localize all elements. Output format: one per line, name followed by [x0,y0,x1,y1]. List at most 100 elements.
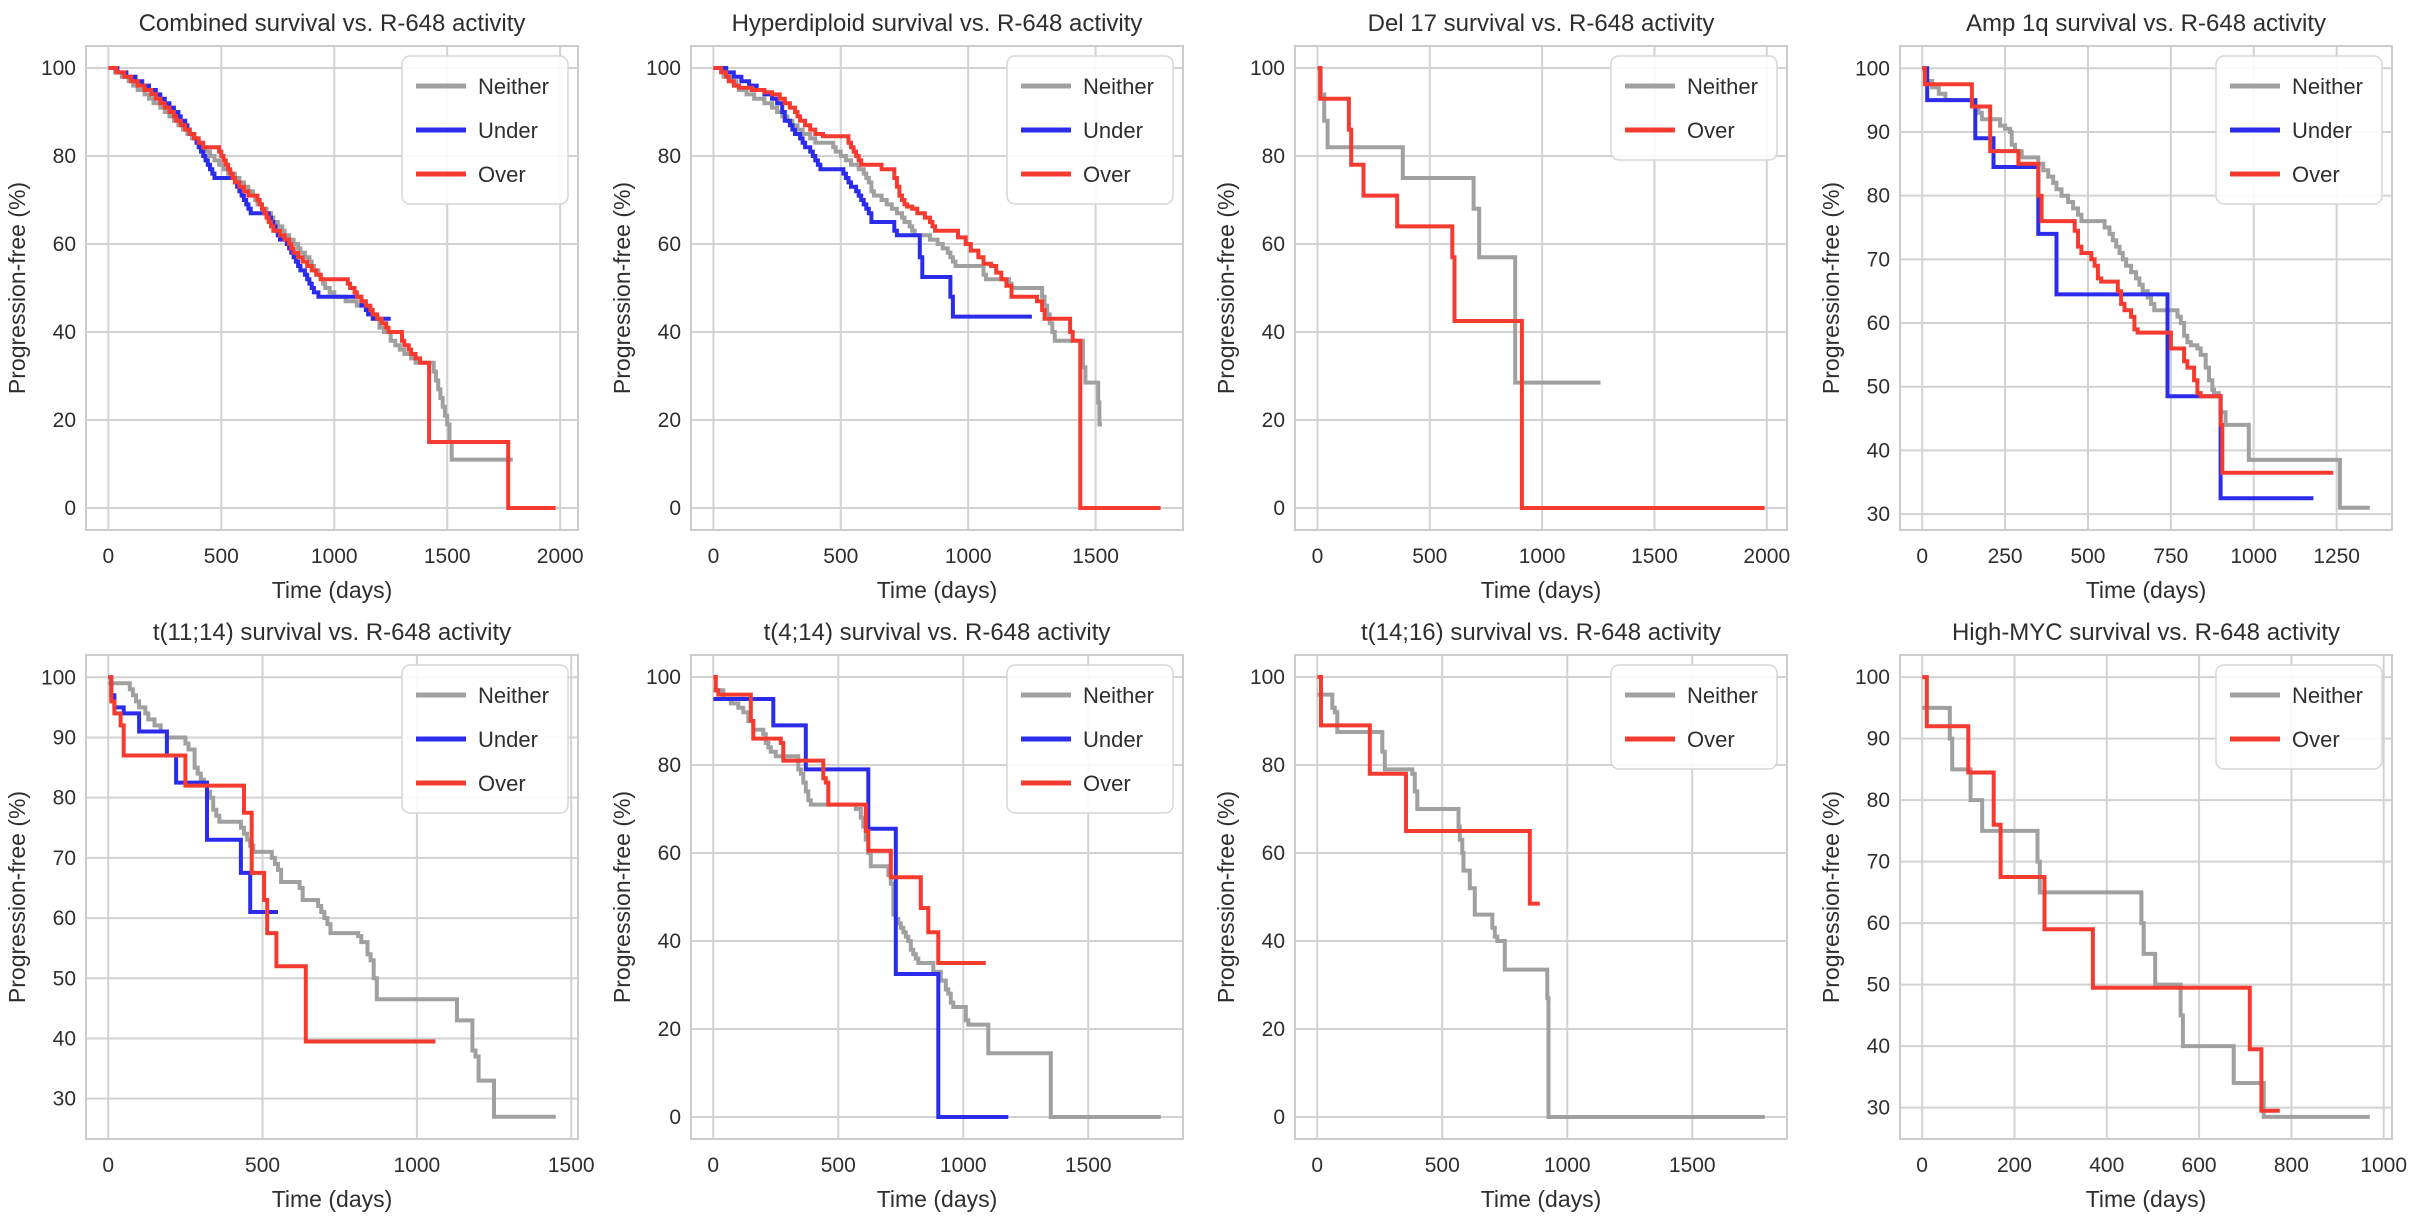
legend-label-over: Over [2292,727,2340,752]
y-tick-label: 100 [645,57,680,80]
chart-t11-14: 0 500 1000 1500 30 40 50 60 70 80 90 100 Neither Unde… [0,609,605,1218]
series-neither [1921,66,2370,510]
y-tick-label: 50 [53,967,76,990]
x-tick-label: 750 [2153,545,2188,568]
y-tick-label: 60 [53,907,76,930]
x-tick-label: 400 [2089,1154,2124,1177]
y-tick-label: 80 [1866,185,1889,208]
series-over [1921,675,2280,1113]
y-axis-label: Progression-free (%) [1818,791,1844,1003]
survival-chart-svg: 0 500 1000 1500 30 40 50 60 70 80 90 100 Neither Unde… [4,619,595,1212]
survival-chart-svg: 0 500 1000 1500 2000 0 20 40 60 80 100 Neither Over D… [1213,10,1790,603]
y-axis-label: Progression-free (%) [609,182,635,394]
x-tick-label: 500 [823,545,858,568]
y-tick-label: 40 [1262,930,1285,953]
series-over [1921,66,2333,475]
chart-del17: 0 500 1000 1500 2000 0 20 40 60 80 100 Neither Over D… [1209,0,1814,609]
y-tick-label: 90 [1866,728,1889,751]
x-tick-label: 1000 [394,1154,441,1177]
y-tick-label: 60 [657,842,680,865]
axes-spines [1898,654,2393,1140]
x-tick-label: 1000 [2230,545,2277,568]
y-tick-label: 60 [1866,912,1889,935]
y-tick-label: 0 [1273,497,1285,520]
y-tick-label: 0 [669,497,681,520]
x-axis-label: Time (days) [272,1186,393,1212]
y-tick-label: 70 [1866,851,1889,874]
series-neither [1317,66,1601,385]
y-tick-label: 0 [64,497,76,520]
axes-spines [85,45,579,531]
x-axis-label: Time (days) [1481,1186,1602,1212]
x-tick-label: 0 [102,1154,114,1177]
y-tick-label: 0 [1273,1106,1285,1129]
y-tick-label: 70 [53,847,76,870]
x-tick-label: 500 [1425,1154,1460,1177]
x-tick-label: 1000 [939,1154,986,1177]
x-tick-label: 2000 [537,545,584,568]
y-tick-label: 100 [1854,57,1889,80]
y-tick-label: 80 [53,787,76,810]
y-tick-label: 90 [1866,121,1889,144]
legend-box [1005,55,1174,205]
series-over [1317,66,1765,510]
x-tick-label: 1250 [2313,545,2360,568]
y-tick-label: 100 [645,666,680,689]
legend-label-neither: Neither [1687,74,1758,99]
x-tick-label: 1000 [944,545,991,568]
series-over [1317,675,1540,906]
y-axis-label: Progression-free (%) [1213,182,1239,394]
series-over [712,66,1161,510]
axes-spines [1294,654,1788,1140]
x-tick-label: 0 [1916,545,1928,568]
legend-label-under: Under [478,118,538,143]
survival-chart-svg: 0 250 500 750 1000 1250 30 40 50 60 70 80 90 100 Neith… [1818,10,2393,603]
y-tick-label: 100 [41,57,76,80]
legend: Neither Under Over [401,55,569,205]
x-axis-label: Time (days) [2085,1186,2206,1212]
legend: Neither Over [1610,664,1778,770]
y-tick-label: 40 [53,321,76,344]
y-axis-label: Progression-free (%) [1818,182,1844,394]
legend-label-neither: Neither [2292,683,2363,708]
legend-label-neither: Neither [1083,683,1154,708]
legend-label-over: Over [478,162,526,187]
x-axis-label: Time (days) [876,577,997,603]
y-axis-label: Progression-free (%) [609,791,635,1003]
x-tick-label: 500 [2070,545,2105,568]
x-tick-label: 1500 [1669,1154,1716,1177]
y-tick-label: 60 [1866,312,1889,335]
survival-chart-svg: 0 500 1000 1500 2000 0 20 40 60 80 100 Neither Under… [4,10,584,603]
legend: Neither Under Over [1005,664,1174,814]
x-axis-label: Time (days) [2085,577,2206,603]
chart-title: Amp 1q survival vs. R-648 activity [1965,10,2325,37]
legend-label-over: Over [1083,771,1131,796]
survival-chart-svg: 0 200 400 600 800 1000 30 40 50 60 70 80 90 100 Neithe… [1818,619,2407,1212]
legend-label-neither: Neither [478,683,549,708]
y-tick-label: 70 [1866,248,1889,271]
x-tick-label: 0 [707,545,719,568]
y-tick-label: 100 [1854,666,1889,689]
legend-box [401,55,569,205]
y-tick-label: 60 [53,233,76,256]
y-tick-label: 50 [1866,376,1889,399]
axes-spines [85,654,579,1140]
x-tick-label: 1000 [2360,1154,2407,1177]
x-tick-label: 1500 [1631,545,1678,568]
y-tick-label: 80 [1262,754,1285,777]
y-axis-label: Progression-free (%) [4,791,30,1003]
survival-chart-svg: 0 500 1000 1500 0 20 40 60 80 100 Neither Under Over… [609,619,1184,1212]
x-tick-label: 600 [2181,1154,2216,1177]
x-tick-label: 500 [204,545,239,568]
x-tick-label: 500 [1412,545,1447,568]
legend-label-under: Under [1083,118,1143,143]
chart-amp1q: 0 250 500 750 1000 1250 30 40 50 60 70 80 90 100 Neith… [1814,0,2418,609]
y-tick-label: 20 [657,1018,680,1041]
y-tick-label: 100 [1250,57,1285,80]
x-tick-label: 1000 [1519,545,1566,568]
y-tick-label: 30 [1866,503,1889,526]
legend-label-under: Under [1083,727,1143,752]
chart-title: Del 17 survival vs. R-648 activity [1368,10,1715,37]
